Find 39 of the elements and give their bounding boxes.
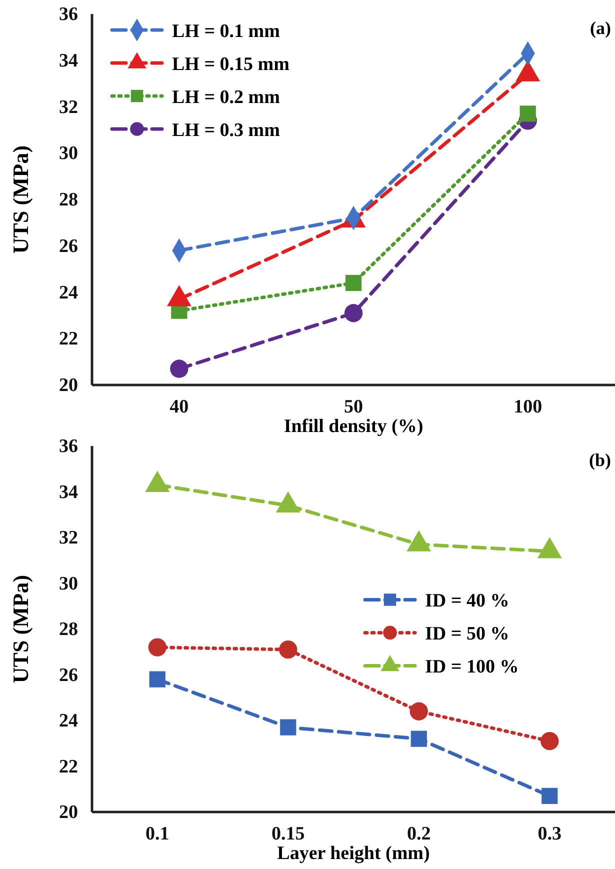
legend-label: ID = 50 % bbox=[425, 624, 510, 645]
x-tick-label: 0.1 bbox=[146, 823, 170, 844]
y-tick-label: 28 bbox=[59, 619, 78, 640]
y-tick-label: 34 bbox=[59, 482, 78, 503]
y-tick-label: 22 bbox=[59, 756, 78, 778]
x-tick-label: 0.3 bbox=[538, 823, 562, 844]
y-tick-label: 32 bbox=[59, 528, 78, 549]
y-axis-title: UTS (MPa) bbox=[8, 574, 33, 684]
legend-label: LH = 0.1 mm bbox=[172, 21, 280, 42]
y-tick-label: 30 bbox=[59, 143, 78, 164]
legend-label: ID = 100 % bbox=[425, 656, 519, 678]
x-tick-label: 40 bbox=[170, 396, 189, 418]
legend-label: LH = 0.2 mm bbox=[172, 87, 280, 108]
y-tick-label: 26 bbox=[59, 236, 78, 257]
y-tick-label: 36 bbox=[59, 436, 78, 458]
annotation: (b) bbox=[589, 450, 612, 470]
y-tick-label: 24 bbox=[59, 710, 78, 732]
y-tick-label: 20 bbox=[59, 375, 78, 396]
y-tick-label: 28 bbox=[59, 190, 78, 211]
x-tick-label: 0.2 bbox=[407, 823, 431, 844]
x-axis-title: Infill density (%) bbox=[284, 416, 424, 437]
legend-label: LH = 0.15 mm bbox=[172, 54, 290, 75]
annotation: (a) bbox=[590, 18, 611, 38]
point bbox=[520, 106, 536, 122]
x-tick-label: 100 bbox=[514, 396, 542, 418]
y-tick-label: 26 bbox=[59, 664, 78, 686]
y-axis-title: UTS (MPa) bbox=[8, 145, 33, 254]
x-tick-label: 0.15 bbox=[272, 823, 305, 844]
x-axis-title: Layer height (mm) bbox=[277, 843, 430, 864]
y-tick-label: 30 bbox=[59, 573, 78, 594]
y-tick-label: 20 bbox=[59, 802, 78, 824]
legend-label: LH = 0.3 mm bbox=[172, 120, 280, 141]
x-tick-label: 50 bbox=[344, 396, 363, 418]
y-tick-label: 32 bbox=[59, 96, 78, 118]
y-tick-label: 34 bbox=[59, 50, 78, 72]
y-tick-label: 22 bbox=[59, 328, 78, 350]
legend-label: ID = 40 % bbox=[425, 590, 510, 612]
y-tick-label: 24 bbox=[59, 282, 78, 304]
y-tick-label: 36 bbox=[59, 4, 78, 26]
